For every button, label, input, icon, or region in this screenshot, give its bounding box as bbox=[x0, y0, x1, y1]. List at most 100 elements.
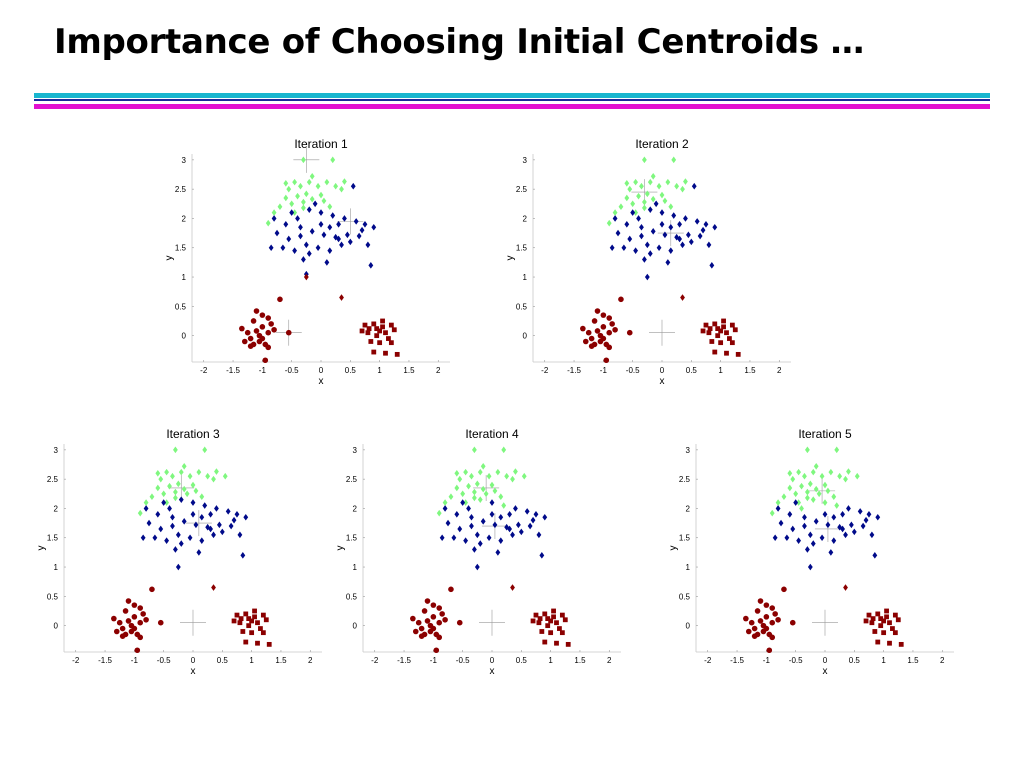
data-point-diamond bbox=[831, 537, 837, 544]
data-point-diamond bbox=[181, 485, 187, 493]
data-point-circle bbox=[594, 308, 601, 314]
data-point-circle bbox=[430, 614, 437, 620]
data-point-diamond bbox=[703, 221, 709, 228]
data-point-diamond bbox=[805, 494, 810, 502]
data-point-circle bbox=[769, 619, 776, 626]
data-point-diamond bbox=[442, 505, 448, 512]
data-point-diamond bbox=[510, 584, 515, 591]
x-tick-label: -2 bbox=[704, 656, 712, 665]
data-point-diamond bbox=[289, 200, 295, 208]
data-point-square bbox=[709, 339, 715, 344]
data-point-diamond bbox=[677, 221, 682, 228]
data-point-diamond bbox=[327, 247, 333, 254]
data-point-diamond bbox=[618, 203, 624, 211]
data-point-circle bbox=[271, 326, 277, 333]
data-point-square bbox=[735, 351, 741, 357]
data-point-diamond bbox=[513, 468, 518, 475]
data-point-circle bbox=[418, 625, 425, 632]
data-point-square bbox=[727, 336, 732, 341]
data-point-diamond bbox=[810, 468, 816, 476]
data-point-diamond bbox=[347, 238, 353, 246]
data-point-circle bbox=[111, 615, 117, 622]
data-point-diamond bbox=[778, 519, 784, 527]
data-point-circle bbox=[588, 335, 595, 342]
data-point-diamond bbox=[680, 241, 685, 249]
y-tick-label: 1.5 bbox=[47, 534, 59, 543]
data-point-square bbox=[255, 640, 260, 646]
x-tick-label: -2 bbox=[200, 366, 208, 375]
data-point-diamond bbox=[477, 540, 483, 547]
data-point-diamond bbox=[851, 528, 857, 536]
data-point-square bbox=[884, 608, 889, 614]
data-point-square bbox=[881, 618, 887, 624]
data-point-diamond bbox=[175, 480, 181, 488]
data-point-diamond bbox=[630, 209, 636, 216]
data-point-circle bbox=[754, 631, 761, 638]
data-point-diamond bbox=[339, 185, 344, 193]
data-point-square bbox=[878, 623, 884, 629]
data-point-diamond bbox=[504, 472, 510, 480]
data-point-diamond bbox=[303, 190, 309, 198]
y-tick-label: 3 bbox=[182, 156, 187, 165]
data-point-diamond bbox=[454, 511, 460, 518]
data-point-circle bbox=[134, 647, 141, 654]
data-point-square bbox=[394, 351, 400, 357]
data-point-diamond bbox=[671, 212, 677, 219]
y-tick-label: 0 bbox=[54, 622, 59, 631]
data-point-diamond bbox=[495, 468, 501, 476]
data-point-diamond bbox=[683, 215, 688, 222]
y-tick-label: 2.5 bbox=[516, 185, 528, 194]
data-point-square bbox=[371, 321, 377, 327]
data-point-circle bbox=[580, 325, 586, 332]
x-tick-label: 0.5 bbox=[217, 656, 229, 665]
data-point-circle bbox=[430, 602, 437, 608]
data-point-diamond bbox=[680, 185, 685, 193]
data-point-diamond bbox=[828, 468, 834, 476]
data-point-diamond bbox=[805, 488, 810, 496]
data-point-diamond bbox=[492, 487, 498, 495]
data-point-diamond bbox=[175, 531, 181, 539]
x-tick-label: 1 bbox=[377, 366, 382, 375]
data-point-diamond bbox=[216, 521, 222, 529]
data-point-circle bbox=[600, 324, 607, 330]
data-point-circle bbox=[113, 628, 120, 635]
data-point-circle bbox=[421, 608, 428, 614]
data-point-diamond bbox=[187, 472, 193, 480]
data-point-circle bbox=[606, 329, 613, 336]
data-point-diamond bbox=[149, 493, 155, 501]
data-point-circle bbox=[253, 328, 260, 334]
data-point-diamond bbox=[816, 490, 822, 498]
data-point-diamond bbox=[454, 469, 460, 477]
data-point-square bbox=[362, 322, 368, 328]
data-point-diamond bbox=[469, 522, 474, 530]
data-point-diamond bbox=[283, 179, 289, 187]
data-point-diamond bbox=[350, 182, 356, 190]
data-point-diamond bbox=[691, 182, 697, 190]
data-point-circle bbox=[626, 329, 633, 336]
data-point-diamond bbox=[860, 522, 866, 530]
data-point-circle bbox=[763, 625, 770, 632]
y-tick-label: 2.5 bbox=[679, 475, 691, 484]
data-point-square bbox=[875, 611, 881, 617]
y-tick-label: 1.5 bbox=[679, 534, 691, 543]
data-point-diamond bbox=[790, 525, 796, 533]
data-point-square bbox=[559, 612, 565, 618]
data-point-diamond bbox=[668, 247, 674, 254]
data-point-diamond bbox=[668, 223, 674, 231]
data-point-diamond bbox=[639, 223, 644, 231]
data-point-diamond bbox=[301, 198, 306, 206]
data-point-diamond bbox=[283, 221, 289, 228]
y-tick-label: 1.5 bbox=[175, 244, 187, 253]
data-point-diamond bbox=[312, 200, 318, 208]
x-tick-label: -1.5 bbox=[397, 656, 411, 665]
y-tick-label: 2 bbox=[686, 504, 691, 513]
data-point-diamond bbox=[799, 505, 804, 512]
data-point-diamond bbox=[219, 528, 225, 536]
x-tick-label: -1.5 bbox=[730, 656, 744, 665]
data-point-diamond bbox=[807, 480, 813, 488]
x-tick-label: -1 bbox=[131, 656, 139, 665]
data-point-diamond bbox=[324, 259, 330, 266]
data-point-circle bbox=[448, 586, 454, 593]
data-point-square bbox=[715, 333, 721, 339]
data-point-diamond bbox=[807, 563, 813, 571]
